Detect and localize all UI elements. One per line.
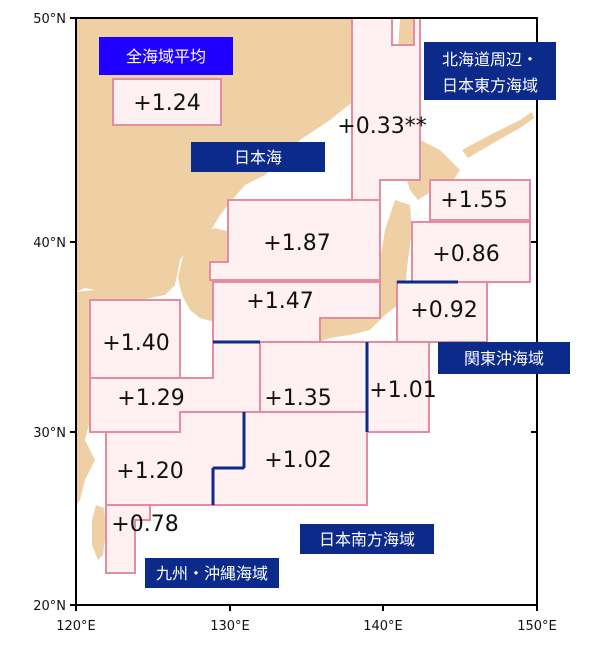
label-kyushu: 九州・沖縄海域 bbox=[145, 558, 279, 588]
label-hokkaido-line2: 日本東方海域 bbox=[442, 76, 538, 95]
ticks bbox=[70, 17, 538, 611]
value-078: +0.78 bbox=[111, 512, 178, 537]
value-101: +1.01 bbox=[369, 378, 436, 403]
value-102: +1.02 bbox=[264, 448, 331, 473]
kuril-islands bbox=[462, 112, 534, 158]
lat-label-30: 30°N bbox=[33, 426, 66, 441]
value-all-average: +1.24 bbox=[133, 91, 200, 116]
label-all-average: 全海域平均 bbox=[99, 37, 233, 75]
map-frame bbox=[75, 17, 538, 606]
label-south-japan-text: 日本南方海域 bbox=[319, 530, 415, 549]
regions bbox=[89, 17, 531, 574]
region-all-average bbox=[112, 78, 222, 126]
value-187: +1.87 bbox=[263, 231, 330, 256]
lat-label-50: 50°N bbox=[33, 12, 66, 27]
lon-label-140: 140°E bbox=[363, 619, 403, 634]
area-boundaries bbox=[211, 280, 458, 505]
region-078 bbox=[105, 504, 151, 574]
label-japan-sea: 日本海 bbox=[191, 142, 325, 172]
value-135: +1.35 bbox=[264, 386, 331, 411]
lon-label-120: 120°E bbox=[56, 619, 96, 634]
value-140: +1.40 bbox=[102, 331, 169, 356]
lon-label-150: 150°E bbox=[517, 619, 557, 634]
value-129: +1.29 bbox=[117, 386, 184, 411]
taiwan bbox=[92, 505, 106, 560]
lat-label-40: 40°N bbox=[33, 236, 66, 251]
label-all-average-text: 全海域平均 bbox=[126, 47, 206, 66]
label-hokkaido-line1: 北海道周辺・ bbox=[442, 50, 538, 69]
region-187 bbox=[209, 199, 381, 281]
value-155: +1.55 bbox=[440, 188, 507, 213]
region-101 bbox=[366, 341, 430, 433]
value-147: +1.47 bbox=[246, 289, 313, 314]
label-kyushu-text: 九州・沖縄海域 bbox=[156, 564, 268, 583]
honshu bbox=[245, 200, 412, 360]
value-120: +1.20 bbox=[116, 459, 183, 484]
label-south-japan: 日本南方海域 bbox=[300, 524, 434, 554]
label-japan-sea-text: 日本海 bbox=[234, 148, 282, 167]
region-092 bbox=[396, 281, 488, 343]
region-033 bbox=[351, 17, 421, 201]
value-086: +0.86 bbox=[432, 242, 499, 267]
label-kanto-text: 関東沖海域 bbox=[464, 349, 544, 368]
region-086 bbox=[411, 221, 531, 283]
lat-label-20: 20°N bbox=[33, 599, 66, 614]
region-155 bbox=[429, 179, 531, 221]
value-033: +0.33** bbox=[337, 114, 426, 139]
value-092: +0.92 bbox=[410, 298, 477, 323]
label-hokkaido: 北海道周辺・ 日本東方海域 bbox=[424, 42, 556, 100]
lon-label-130: 130°E bbox=[210, 619, 250, 634]
label-kanto: 関東沖海域 bbox=[438, 342, 570, 374]
